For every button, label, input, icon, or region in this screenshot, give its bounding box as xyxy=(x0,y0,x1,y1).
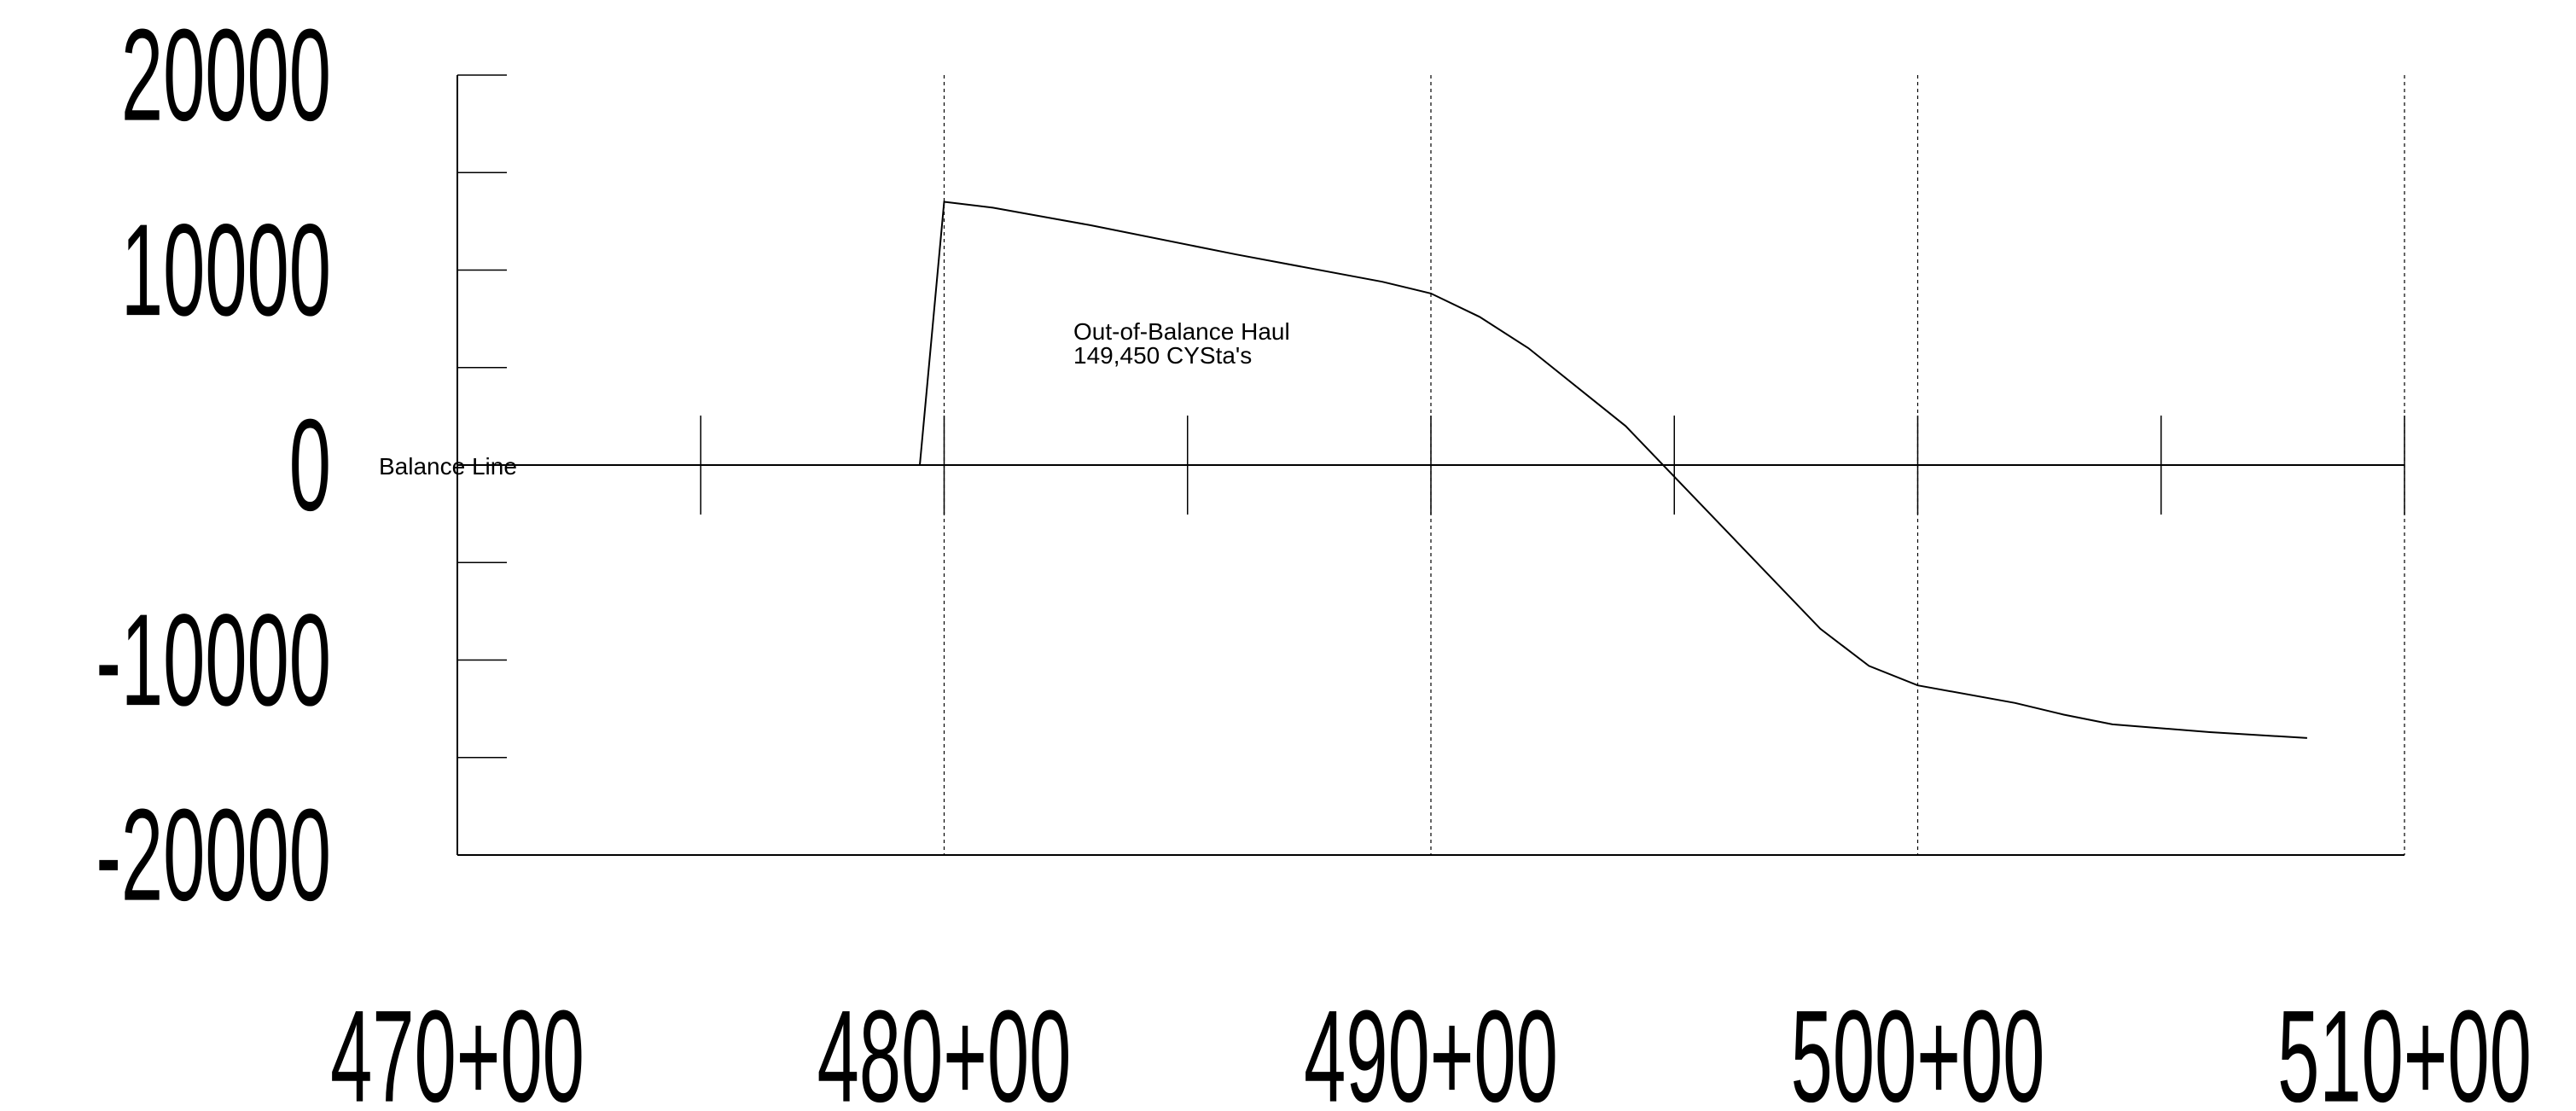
y-tick-label: 10000 xyxy=(121,197,331,343)
y-tick-label: 0 xyxy=(289,392,331,538)
y-tick-label: -10000 xyxy=(96,587,331,733)
y-tick-labels: 20000 10000 0 -10000 -20000 xyxy=(96,2,331,928)
y-tick-label: -20000 xyxy=(96,782,331,928)
x-tick-label: 500+00 xyxy=(1791,983,2045,1111)
x-tick-label: 510+00 xyxy=(2277,983,2532,1111)
mass-haul-curve xyxy=(919,201,2307,739)
series-layer xyxy=(919,201,2307,739)
x-tick-label: 470+00 xyxy=(330,983,584,1111)
x-tick-label: 490+00 xyxy=(1304,983,1558,1111)
axis-layer xyxy=(456,74,2405,856)
x-tick-label: 480+00 xyxy=(817,983,1072,1111)
annotation-line-2: 149,450 CYSta's xyxy=(1073,342,1252,369)
x-tick-labels: 470+00 480+00 490+00 500+00 510+00 xyxy=(330,983,2532,1111)
y-tick-label: 20000 xyxy=(121,2,331,148)
balance-line-label: Balance Line xyxy=(379,453,517,480)
annotation-line-1: Out-of-Balance Haul xyxy=(1073,318,1290,345)
